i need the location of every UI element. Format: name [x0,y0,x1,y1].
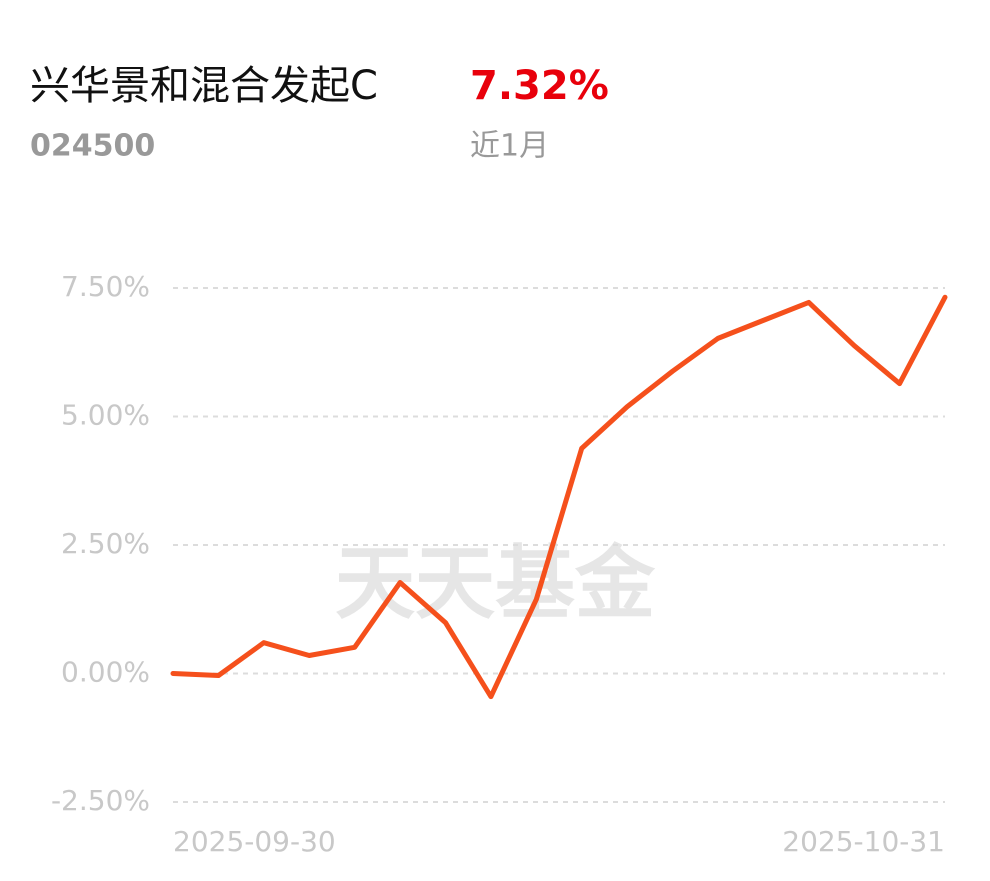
period-label: 近1月 [470,129,549,164]
x-tick-label: 2025-10-31 [782,825,945,858]
return-label: 7.32% [470,63,609,109]
x-tick-label: 2025-09-30 [173,825,336,858]
fund-title: 兴华景和混合发起C [30,63,378,109]
y-tick-label: 0.00% [61,656,150,689]
data-line [170,294,948,700]
y-tick-label: -2.50% [51,784,150,817]
fund-code: 024500 [30,129,155,164]
y-tick-label: 2.50% [61,527,150,560]
watermark: 天天基金 [335,536,656,630]
y-tick-label: 5.00% [61,399,150,432]
y-tick-label: 7.50% [61,270,150,303]
